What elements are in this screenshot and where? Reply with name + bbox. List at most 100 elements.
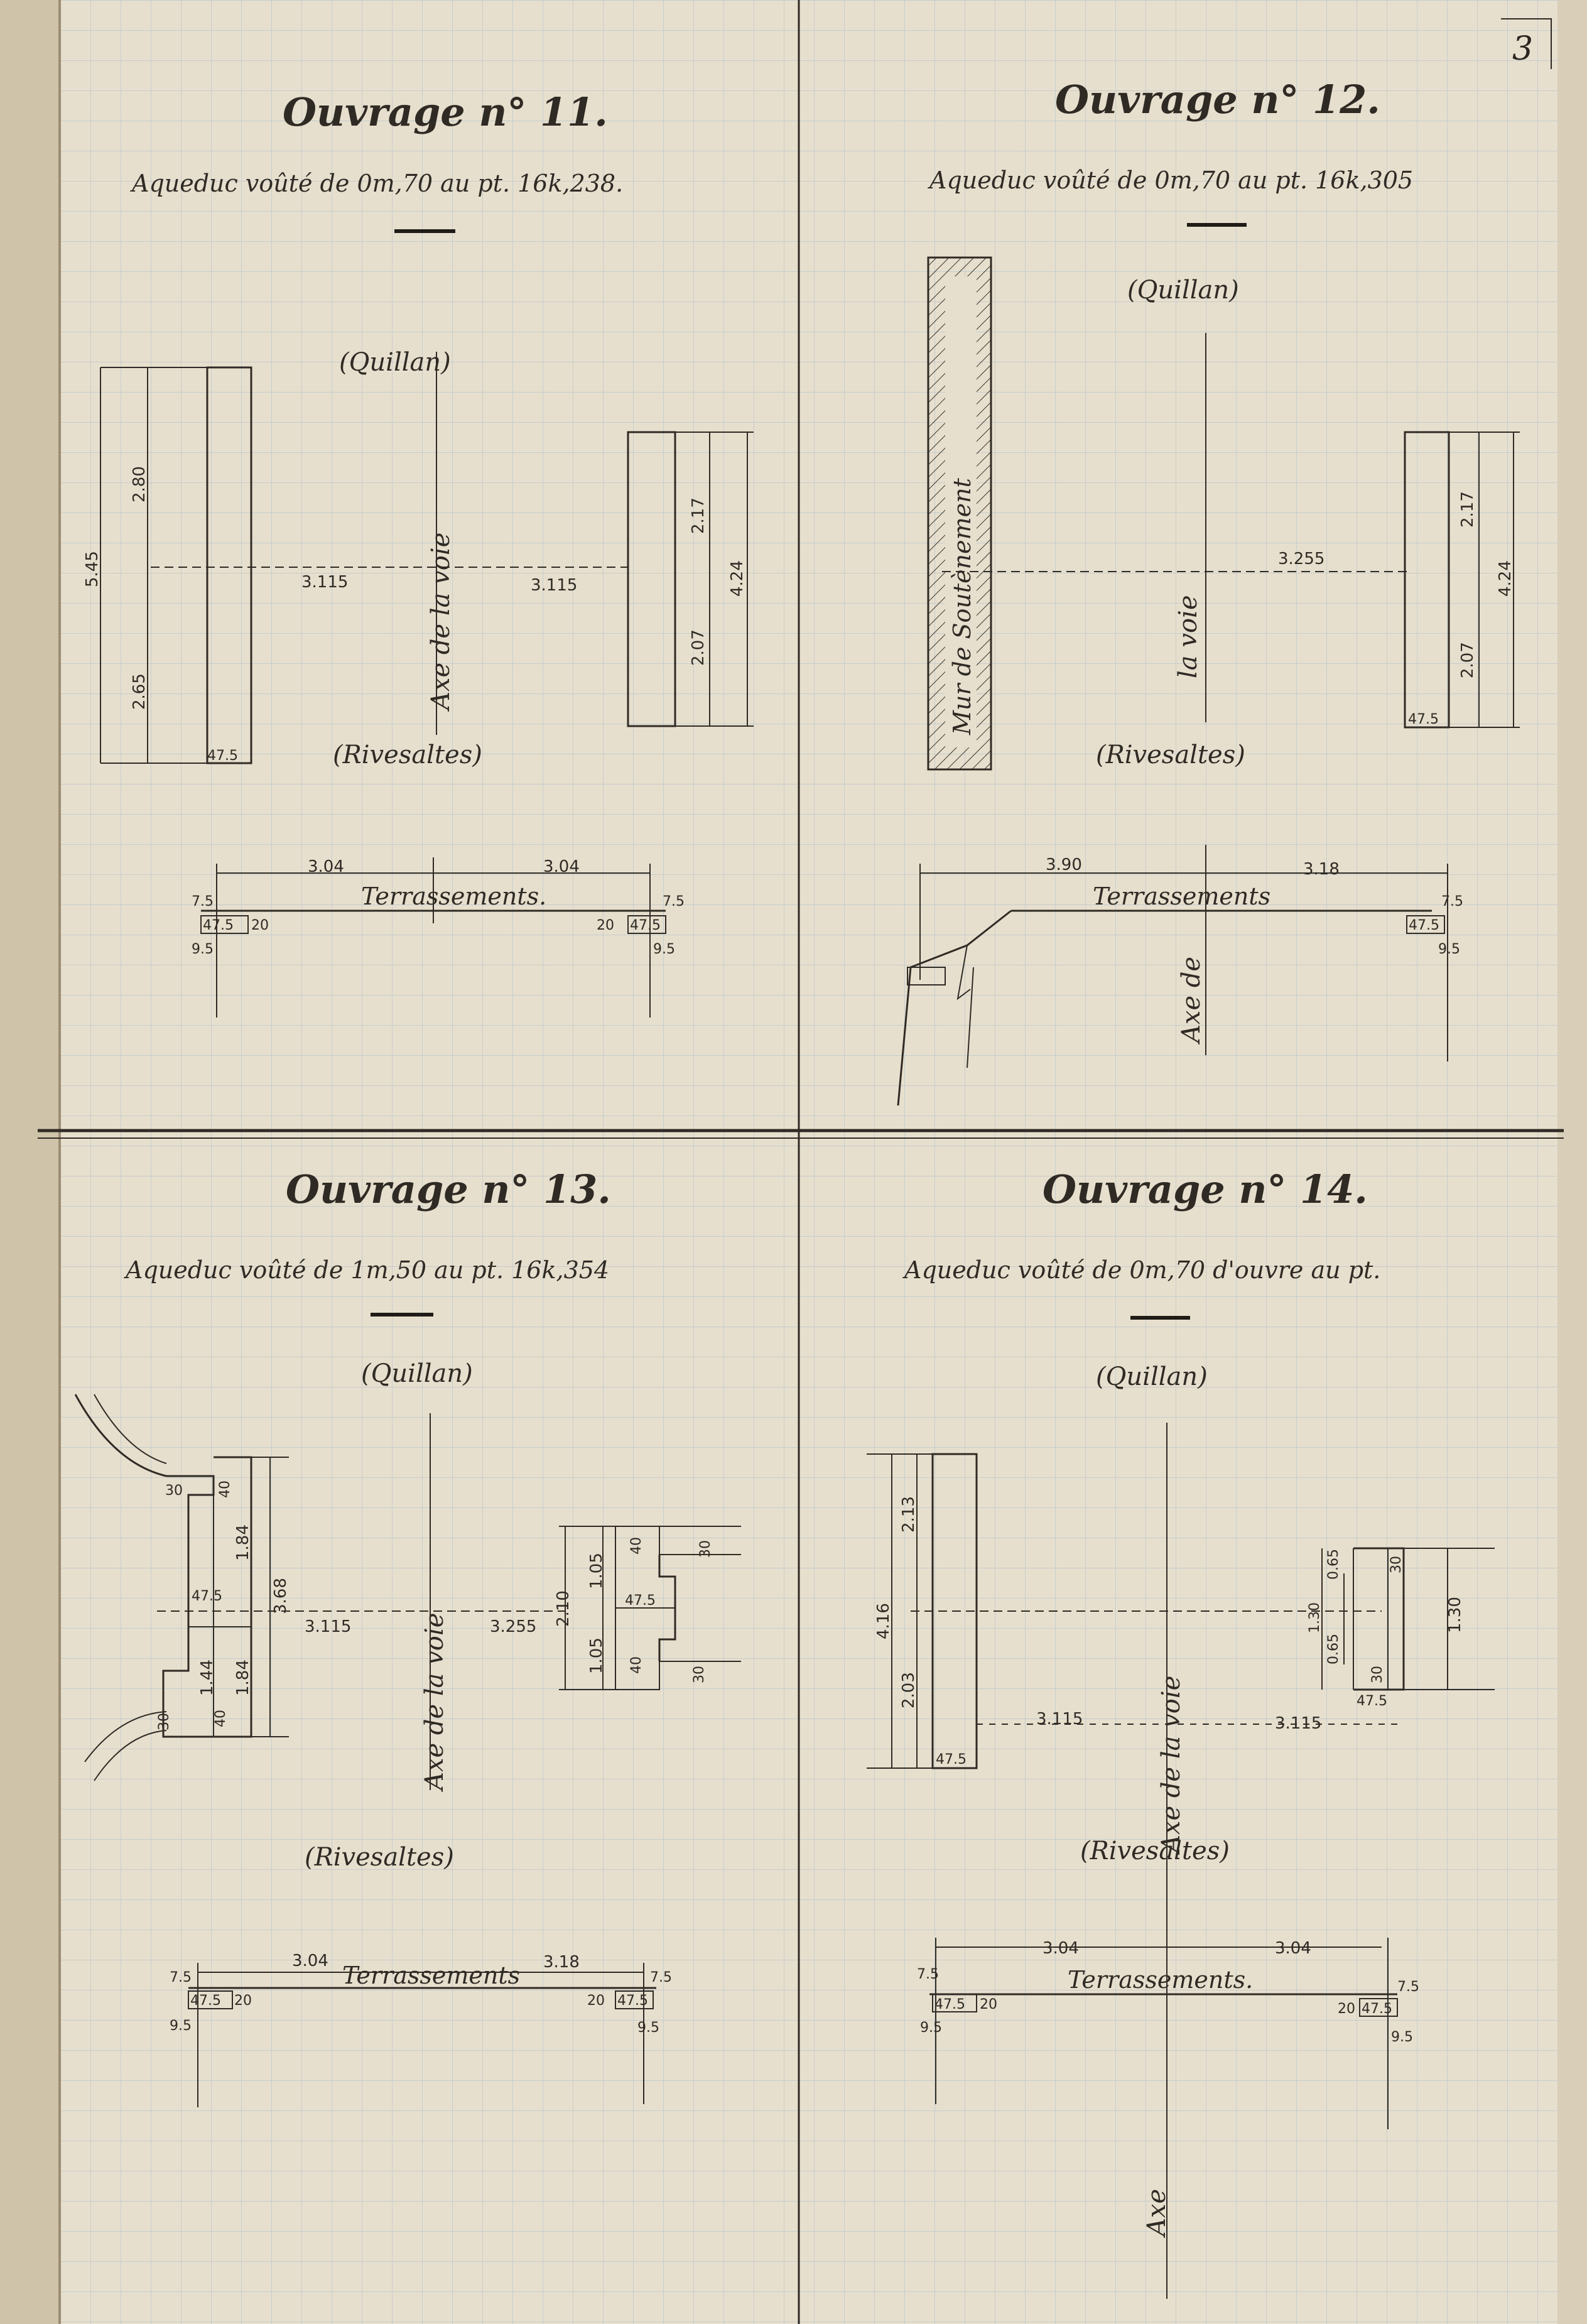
panel-13-profile-right-width: 3.18 (543, 1953, 580, 1972)
panel-14-bottom-label: (Rivesaltes) (1080, 1837, 1230, 1865)
panel-14-profile-axis-label: Axe (1142, 2189, 1171, 2239)
panel-13-right-bottom-step: 30 (691, 1666, 707, 1683)
panel-13-profile-left-width: 3.04 (292, 1952, 328, 1970)
panel-13-right-depth: 20 (587, 1993, 605, 2009)
panel-12-retaining-wall: Mur de Soutènement (927, 256, 992, 771)
panel-14-dim-left-offset: 3.115 (1036, 1710, 1083, 1729)
panel-14-profile-right-width: 3.04 (1275, 1939, 1311, 1958)
panel-11-top-label: (Quillan) (339, 348, 451, 377)
panel-13-dim-right-offset: 3.255 (490, 1617, 536, 1636)
panel-12-profile-right-width: 3.18 (1303, 860, 1340, 879)
panel-13-left-upper: 1.84 (234, 1524, 252, 1561)
panel-13-top-label: (Quillan) (361, 1359, 473, 1388)
panel-ouvrage-12: Ouvrage n° 12. Aqueduc voûté de 0m,70 au… (897, 77, 1520, 1106)
panel-14-right-wall: 0.65 1.30 0.65 1.30 30 30 47.5 (1307, 1547, 1495, 1709)
panel-11-right-bottom: 9.5 (653, 942, 675, 957)
panel-14-right-top-step: 30 (1389, 1556, 1404, 1573)
panel-14-profile-left-width: 3.04 (1043, 1939, 1079, 1958)
panel-12-profile-left-width: 3.90 (1046, 855, 1082, 874)
panel-11-profile: 3.04 3.04 Terrassements. 7.5 47.5 20 9.5… (192, 857, 685, 1018)
panel-14-left-bottom: 9.5 (920, 2020, 942, 2036)
panel-11-profile-right-width: 3.04 (543, 857, 580, 876)
panel-14-right-bottom: 9.5 (1391, 2029, 1413, 2045)
panel-14-right-bottom-step: 30 (1370, 1666, 1385, 1683)
panel-11-profile-left-width: 3.04 (308, 857, 344, 876)
panel-11-left-top: 7.5 (192, 894, 214, 910)
panel-12-bottom-label: (Rivesaltes) (1096, 741, 1245, 769)
panel-ouvrage-11: Ouvrage n° 11. Aqueduc voûté de 0m,70 au… (83, 89, 754, 1018)
panel-12-dim-right-upper: 2.17 (1458, 491, 1477, 528)
panel-12-dim-right-total: 4.24 (1496, 560, 1515, 597)
panel-13-right-top-step: 30 (698, 1540, 713, 1558)
page-number: 3 (1512, 30, 1533, 68)
panel-14-right-lower-small: 0.65 (1326, 1634, 1341, 1664)
page-right-edge (1557, 0, 1587, 2324)
panel-13-left-block: 47.5 (190, 1993, 221, 2009)
panel-11-right-wall: 2.17 2.07 4.24 (627, 431, 754, 727)
panel-14-left-wall: 47.5 (936, 1752, 967, 1767)
panel-13-right-top: 7.5 (650, 1970, 672, 1985)
panel-14-axis-label: Axe de la voie (1157, 1676, 1186, 1855)
panel-13-bottom-label: (Rivesaltes) (305, 1843, 454, 1872)
panel-14-left-lower: 2.03 (899, 1672, 918, 1708)
panel-14-right-total-small: 1.30 (1307, 1602, 1323, 1633)
panel-14-top-label: (Quillan) (1096, 1362, 1208, 1391)
panel-12-profile-axis-label: Axe de (1177, 957, 1206, 1045)
panel-11-profile-label: Terrassements. (361, 882, 546, 910)
panel-14-left-top: 7.5 (917, 1967, 939, 1982)
panel-13-axis-label: Axe de la voie (420, 1613, 449, 1793)
panel-12-dim-right-lower: 2.07 (1458, 642, 1477, 678)
panel-13-left-bottom-step: 30 (156, 1713, 172, 1730)
panel-14-left-block: 47.5 (934, 1997, 965, 2012)
panel-14-profile-label: Terrassements. (1068, 1966, 1253, 1994)
panel-13-left-total: 3.68 (271, 1578, 290, 1614)
panel-13-title: Ouvrage n° 13. (286, 1166, 611, 1212)
panel-11-dim-right-offset: 3.115 (531, 576, 577, 595)
panel-11-title: Ouvrage n° 11. (283, 89, 608, 135)
panel-13-left-lower: 1.84 (234, 1659, 252, 1696)
panel-14-profile: 3.04 3.04 Terrassements. 7.5 47.5 20 9.5… (917, 1938, 1419, 2239)
panel-12-dim-right-offset: 3.255 (1278, 550, 1324, 568)
panel-13-left-bottom-wall: 40 (213, 1710, 229, 1727)
panel-14-right-block: 47.5 (1362, 2001, 1392, 2017)
panel-13-right-bottom: 9.5 (637, 2020, 659, 2036)
panel-13-right-bottom-wall: 40 (629, 1656, 644, 1674)
panel-12-profile-label: Terrassements (1093, 882, 1270, 910)
panel-14-right-wall-width: 47.5 (1357, 1693, 1387, 1709)
binding-edge (0, 0, 60, 2324)
panel-12-top-label: (Quillan) (1127, 276, 1239, 305)
panel-11-dim-right-upper: 2.17 (689, 497, 708, 534)
panel-13-left-top-step: 30 (165, 1483, 183, 1499)
panel-13-left-depth: 20 (234, 1993, 252, 2009)
panel-12-right-bottom: 9.5 (1438, 942, 1460, 957)
panel-11-dim-upper: 2.80 (130, 466, 149, 502)
panel-12-wall-label: Mur de Soutènement (948, 477, 976, 736)
panel-13-left-mid: 1.44 (198, 1659, 217, 1696)
panel-11-bottom-label: (Rivesaltes) (333, 741, 482, 769)
panel-14-left-total: 4.16 (874, 1603, 893, 1639)
panel-14-right-top: 7.5 (1397, 1979, 1419, 1995)
panel-ouvrage-14: Ouvrage n° 14. Aqueduc voûté de 0m,70 d'… (867, 1166, 1495, 2299)
panel-13-left-top-wall: 40 (217, 1480, 233, 1498)
panel-11-right-depth: 20 (597, 918, 614, 933)
grid-paper (60, 0, 1567, 2324)
panel-11-right-block: 47.5 (630, 918, 661, 933)
panel-13-left-top: 7.5 (170, 1970, 192, 1985)
panel-11-right-top: 7.5 (663, 894, 685, 910)
panel-13-left-wall: 30 40 1.84 3.68 47.5 1.44 1.84 30 40 (74, 1394, 290, 1781)
panel-11-left-block: 47.5 (203, 918, 234, 933)
panel-11-dim-total-height: 5.45 (83, 551, 102, 587)
panel-14-left-depth: 20 (980, 1997, 997, 2012)
panel-ouvrage-13: Ouvrage n° 13. Aqueduc voûté de 1m,50 au… (74, 1166, 741, 2107)
panel-14-left-upper: 2.13 (899, 1496, 918, 1533)
panel-12-profile: 3.90 3.18 Terrassements Axe de 7.5 47.5 … (897, 845, 1463, 1106)
panel-14-right-depth: 20 (1338, 2001, 1355, 2017)
panel-11-subtitle: Aqueduc voûté de 0m,70 au pt. 16k,238. (130, 170, 623, 197)
panel-13-left-wall-width: 47.5 (192, 1588, 222, 1604)
panel-12-title: Ouvrage n° 12. (1055, 77, 1380, 122)
panel-11-dim-wall-width: 47.5 (207, 748, 238, 764)
panel-14-right-upper-small: 0.65 (1326, 1549, 1341, 1580)
panel-13-profile: 3.04 3.18 Terrassements 7.5 47.5 20 9.5 … (170, 1952, 672, 2107)
panel-13-profile-label: Terrassements (342, 1962, 520, 1989)
panel-11-dim-right-lower: 2.07 (689, 629, 708, 666)
